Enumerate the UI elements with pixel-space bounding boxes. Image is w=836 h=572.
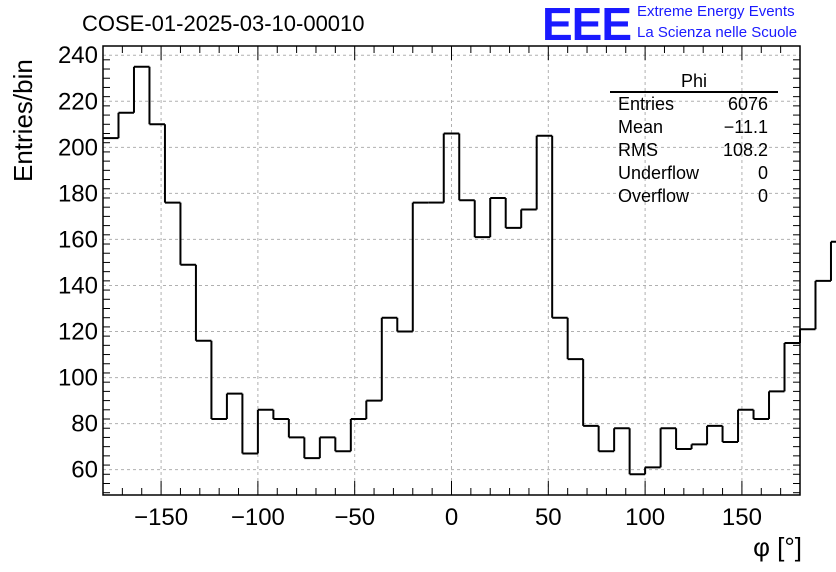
histogram-bin [349, 418, 367, 452]
histogram-bin [644, 466, 661, 475]
stats-value: 6076 [727, 94, 768, 114]
histogram-bin [396, 317, 413, 333]
y-tick-label: 60 [71, 457, 98, 484]
y-tick-label: 200 [58, 134, 98, 161]
y-tick-label: 220 [58, 88, 98, 115]
histogram-bin [225, 392, 243, 420]
histogram-bin [194, 264, 212, 342]
histogram-bin [706, 424, 723, 445]
y-tick-label: 120 [58, 319, 98, 346]
y-tick-label: 80 [71, 411, 98, 438]
histogram-bin [287, 419, 305, 439]
x-tick-label: −50 [334, 504, 375, 531]
stats-value: 0 [757, 163, 768, 183]
stats-row: Entries 6076 [610, 93, 778, 116]
logo-line-1: Extreme Energy Events [637, 3, 795, 20]
stats-label: Overflow [618, 186, 690, 206]
histogram-bin [721, 425, 739, 444]
x-tick-label: −150 [134, 504, 188, 531]
histogram-bin [783, 342, 800, 392]
y-axis-label: Entries/bin [8, 59, 38, 182]
histogram-bin [179, 202, 196, 266]
x-tick-label: 50 [535, 504, 562, 531]
histogram-bin [566, 317, 584, 361]
y-tick-label: 140 [58, 272, 98, 299]
x-tick-label: 100 [625, 504, 665, 531]
x-tick-label: −100 [231, 504, 285, 531]
histogram-bin [799, 328, 816, 344]
stats-row: Overflow 0 [610, 185, 778, 208]
stats-row: RMS 108.2 [610, 139, 778, 162]
stats-label: Mean [618, 117, 664, 137]
stats-row: Mean −11.1 [610, 116, 778, 139]
histogram-bin [829, 240, 836, 281]
histogram-bin [210, 340, 227, 421]
histogram-bin [597, 425, 615, 453]
histogram-bin [365, 399, 382, 420]
histogram-bin [535, 134, 553, 210]
histogram-bin [675, 428, 692, 450]
stats-value: −11.1 [723, 117, 768, 137]
histogram-bin [690, 443, 708, 449]
stats-value: 0 [757, 186, 768, 206]
histogram-bin [334, 437, 351, 453]
x-tick-label: 150 [722, 504, 762, 531]
stats-row: Underflow 0 [610, 162, 778, 185]
histogram-bin [132, 65, 150, 113]
y-tick-label: 180 [58, 180, 98, 207]
histogram-bin [613, 427, 630, 452]
histogram-bin [458, 133, 475, 202]
x-axis-label: φ [°] [753, 532, 802, 562]
stats-label: RMS [618, 140, 658, 160]
histogram-bin [814, 279, 831, 330]
histogram-bin [520, 208, 537, 228]
histogram-bin [628, 428, 646, 476]
histogram-bin [473, 200, 491, 239]
logo-line-2: La Scienza nelle Scuole [637, 24, 798, 41]
histogram-bin [551, 135, 568, 319]
histogram-bin [163, 124, 181, 204]
histogram-bin [442, 132, 460, 203]
histogram-bin [411, 201, 429, 332]
histogram-bin [241, 393, 258, 455]
histogram-bin [504, 197, 522, 229]
histogram-bin [318, 436, 336, 459]
stats-value: 108.2 [722, 140, 768, 160]
histogram-bin [303, 437, 320, 460]
histogram-bin [737, 408, 754, 443]
stats-label: Entries [618, 94, 675, 114]
histogram-bin [272, 409, 289, 421]
y-axis-label-box: Entries/bin [6, 59, 38, 182]
y-tick-label: 160 [58, 226, 98, 253]
stats-rows: Entries 6076 Mean −11.1 RMS 108.2 Underflow 0 Ov… [610, 93, 778, 208]
histogram-bin [256, 408, 274, 454]
histogram-bin [117, 111, 134, 139]
histogram-bin [768, 390, 785, 420]
y-tick-label: 240 [58, 42, 98, 69]
histogram-bin [489, 196, 506, 238]
stats-box: Phi Entries 6076 Mean −11.1 RMS 108.2 Underflo… [610, 72, 778, 208]
histogram-bin [380, 316, 398, 401]
histogram-bin [752, 409, 770, 421]
stats-label: Underflow [618, 163, 700, 183]
histogram-bin [659, 427, 677, 468]
eee-logo: EEE [542, 0, 632, 50]
plot-title: COSE-01-2025-03-10-00010 [82, 11, 365, 36]
histogram-bin [582, 359, 599, 427]
histogram-bin [148, 66, 165, 126]
x-tick-label: 0 [445, 504, 458, 531]
y-tick-label: 100 [58, 365, 98, 392]
stats-title: Phi [610, 72, 778, 93]
